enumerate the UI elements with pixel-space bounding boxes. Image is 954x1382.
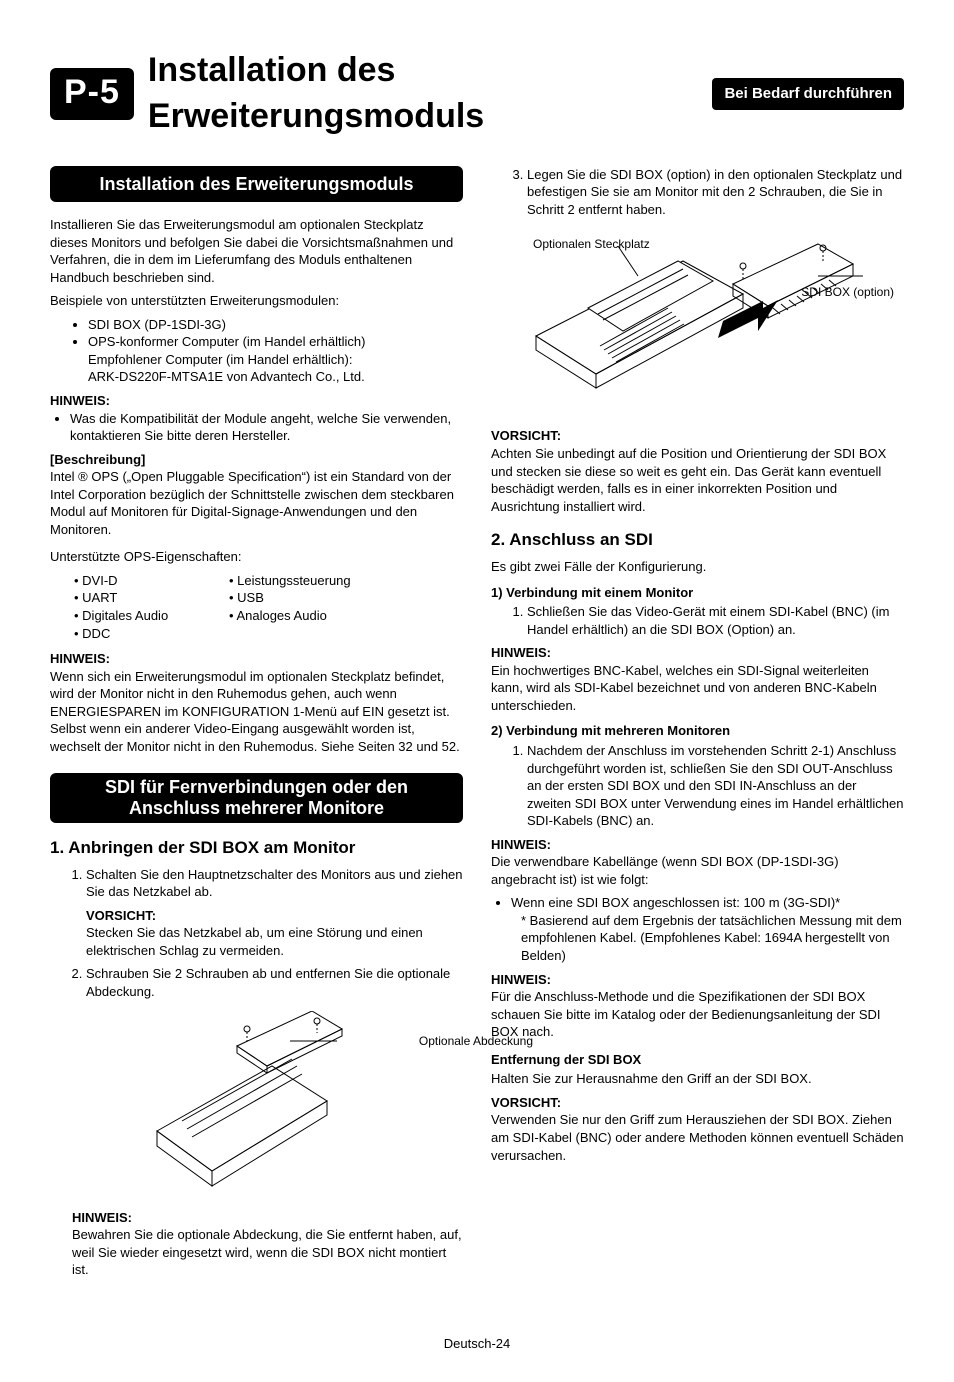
note-label: HINWEIS: [50,392,463,410]
note-body: Ein hochwertiges BNC-Kabel, welches ein … [491,662,904,715]
example-line: ARK-DS220F-MTSA1E von Advantech Co., Ltd… [88,369,365,384]
case-heading: 1) Verbindung mit einem Monitor [491,584,904,602]
example-line: Empfohlener Computer (im Handel erhältli… [88,352,352,367]
ops-item: Digitales Audio [74,607,229,625]
caution-label: VORSICHT: [491,427,904,445]
step-item: Schalten Sie den Hauptnetzschalter des M… [86,866,463,960]
example-item: SDI BOX (DP-1SDI-3G) [88,316,463,334]
figure-sdi-insert: Optionalen Steckplatz SDI BOX (option) [491,236,904,421]
footnote: * Basierend auf dem Ergebnis der tatsäch… [511,912,904,965]
step-text: Schalten Sie den Hauptnetzschalter des M… [86,867,463,900]
section-heading-line: Anschluss mehrerer Monitore [129,798,384,818]
note-label: HINWEIS: [72,1209,463,1227]
ops-item: DVI-D [74,572,229,590]
caution-body: Achten Sie unbedingt auf die Position un… [491,445,904,515]
ops-grid: DVI-D Leistungssteuerung UART USB Digita… [50,572,463,642]
note-body: Bewahren Sie die optionale Abdeckung, di… [72,1226,463,1279]
note-list: Was die Kompatibilität der Module angeht… [50,410,463,445]
description-label: [Beschreibung] [50,451,463,469]
page-badge: P-5 [50,68,134,120]
chapter-tag: Bei Bedarf durchführen [712,78,904,110]
removal-body: Halten Sie zur Herausnahme den Griff an … [491,1070,904,1088]
caution-label: VORSICHT: [86,907,463,925]
intro-paragraph: Installieren Sie das Erweiterungsmodul a… [50,216,463,286]
ops-item: DDC [74,625,229,643]
description-body: Intel ® OPS („Open Pluggable Specificati… [50,468,463,538]
caution-body: Stecken Sie das Netzkabel ab, um eine St… [86,924,463,959]
note-body: Für die Anschluss-Methode und die Spezif… [491,988,904,1041]
removal-heading: Entfernung der SDI BOX [491,1051,904,1069]
step-list: Nachdem der Anschluss im vorstehenden Sc… [491,742,904,830]
example-line: OPS-konformer Computer (im Handel erhält… [88,334,365,349]
step-item: Schrauben Sie 2 Schrauben ab und entfern… [86,965,463,1000]
section-heading-sdi: SDI für Fernverbindungen oder den Anschl… [50,773,463,822]
sdi-insert-diagram [518,236,878,401]
cable-length-item: Wenn eine SDI BOX angeschlossen ist: 100… [511,894,904,964]
intro-line: Es gibt zwei Fälle der Konfigurierung. [491,558,904,576]
note-body: Wenn sich ein Erweiterungsmodul im optio… [50,668,463,756]
figure-callout-right: SDI BOX (option) [801,284,894,300]
cable-length-text: Wenn eine SDI BOX angeschlossen ist: 100… [511,895,840,910]
note-lead: Die verwendbare Kabellänge (wenn SDI BOX… [491,853,904,888]
figure-callout-top: Optionalen Steckplatz [533,236,650,252]
note-label: HINWEIS: [491,971,904,989]
subsection-heading: 2. Anschluss an SDI [491,529,904,552]
example-item: OPS-konformer Computer (im Handel erhält… [88,333,463,386]
content-columns: Installation des Erweiterungsmoduls Inst… [50,166,904,1285]
chapter-header: P-5 Installation des Erweiterungsmoduls … [50,48,904,140]
step-list: Schalten Sie den Hauptnetzschalter des M… [50,866,463,1001]
right-column: Legen Sie die SDI BOX (option) in den op… [491,166,904,1285]
caution-body: Verwenden Sie nur den Griff zum Herauszi… [491,1111,904,1164]
optional-cover-diagram [142,1011,372,1201]
step-item: Nachdem der Anschluss im vorstehenden Sc… [527,742,904,830]
step-item: Schließen Sie das Video-Gerät mit einem … [527,603,904,638]
left-column: Installation des Erweiterungsmoduls Inst… [50,166,463,1285]
note-label: HINWEIS: [50,650,463,668]
examples-list: SDI BOX (DP-1SDI-3G) OPS-konformer Compu… [50,316,463,386]
examples-lead: Beispiele von unterstützten Erweiterungs… [50,292,463,310]
ops-lead: Unterstützte OPS-Eigenschaften: [50,548,463,566]
ops-item: UART [74,589,229,607]
subsection-heading: 1. Anbringen der SDI BOX am Monitor [50,837,463,860]
case-heading: 2) Verbindung mit mehreren Monitoren [491,722,904,740]
caution-label: VORSICHT: [491,1094,904,1112]
ops-item: Analoges Audio [229,607,463,625]
note-item: Was die Kompatibilität der Module angeht… [70,410,463,445]
note-label: HINWEIS: [491,644,904,662]
step-list-continued: Legen Sie die SDI BOX (option) in den op… [491,166,904,219]
ops-item: Leistungssteuerung [229,572,463,590]
figure-callout: Optionale Abdeckung [419,1033,533,1049]
note-label: HINWEIS: [491,836,904,854]
ops-item: USB [229,589,463,607]
cable-length-list: Wenn eine SDI BOX angeschlossen ist: 100… [491,894,904,964]
section-heading-install: Installation des Erweiterungsmoduls [50,166,463,202]
figure-optional-cover: Optionale Abdeckung [50,1011,463,1201]
section-heading-line: SDI für Fernverbindungen oder den [105,777,408,797]
chapter-title: Installation des Erweiterungsmoduls [148,48,699,140]
step-list: Schließen Sie das Video-Gerät mit einem … [491,603,904,638]
step-item: Legen Sie die SDI BOX (option) in den op… [527,166,904,219]
